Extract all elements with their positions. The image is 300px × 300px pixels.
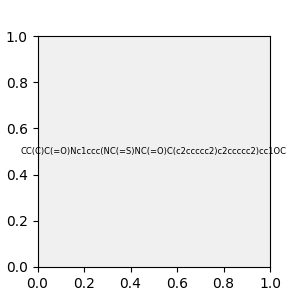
Text: CC(C)C(=O)Nc1ccc(NC(=S)NC(=O)C(c2ccccc2)c2ccccc2)cc1OC: CC(C)C(=O)Nc1ccc(NC(=S)NC(=O)C(c2ccccc2)… <box>21 147 287 156</box>
